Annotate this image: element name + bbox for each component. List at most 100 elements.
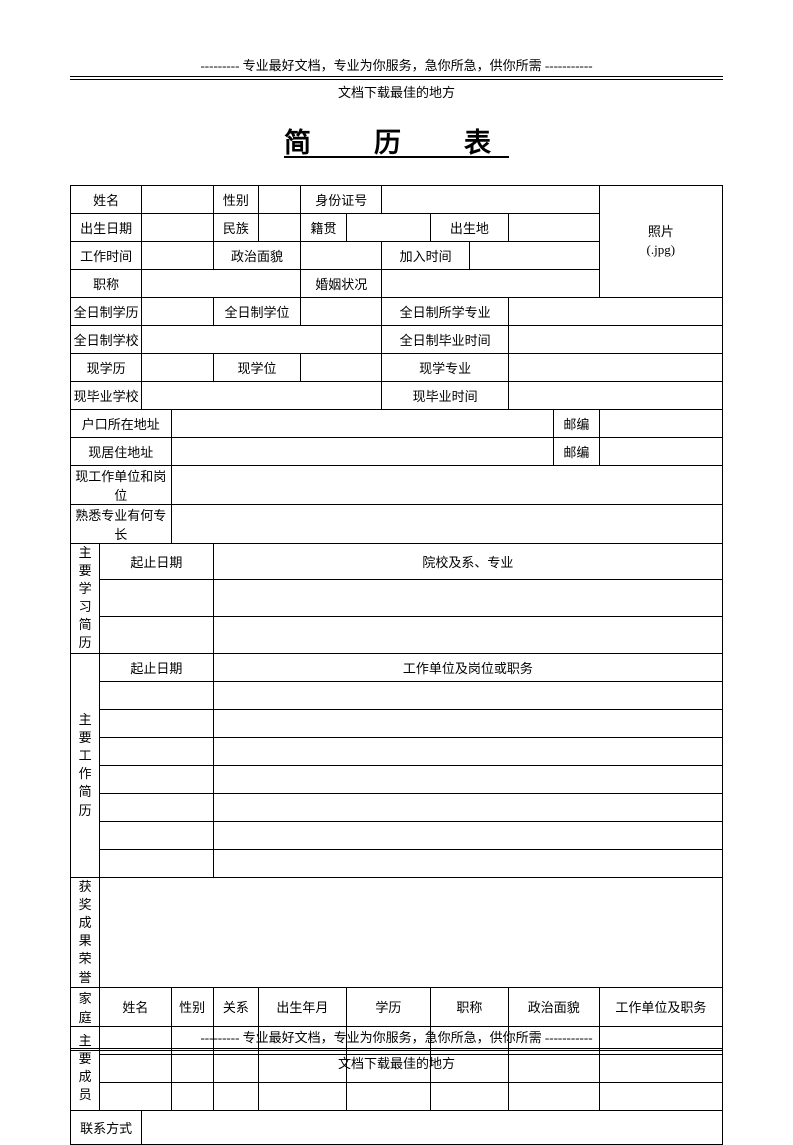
footer-subline: 文档下载最佳的地方 [70, 1053, 723, 1072]
page-title: 简 历 表 [70, 121, 723, 160]
resume-table: 姓名 性别 身份证号 照片 (.jpg) 出生日期 民族 籍贯 出生地 工作时间… [70, 185, 723, 1145]
value-worktime [142, 241, 213, 269]
value-idno [382, 185, 599, 213]
label-native: 籍贯 [301, 213, 346, 241]
table-row [71, 681, 723, 709]
value-contact [142, 1110, 723, 1144]
table-row: 家庭 姓名 性别 关系 出生年月 学历 职称 政治面貌 工作单位及职务 [71, 987, 723, 1026]
value-gender [259, 185, 301, 213]
table-row: 全日制学校 全日制毕业时间 [71, 325, 723, 353]
label-fam-edu: 学历 [346, 987, 430, 1026]
value-title-rank [142, 269, 301, 297]
table-row: 联系方式 [71, 1110, 723, 1144]
value-hukou [171, 409, 554, 437]
label-work-hist: 主要工作简历 [71, 653, 100, 877]
label-title-rank: 职称 [71, 269, 142, 297]
header-tagline: --------- 专业最好文档，专业为你服务，急你所急，供你所需 ------… [70, 55, 723, 74]
value-postcode-1 [599, 409, 722, 437]
label-ft-school: 全日制学校 [71, 325, 142, 353]
table-row [71, 793, 723, 821]
value-native [346, 213, 430, 241]
value-cur-school [142, 381, 382, 409]
label-fam-work: 工作单位及职务 [599, 987, 722, 1026]
label-ft-edu: 全日制学历 [71, 297, 142, 325]
value-ethnic [259, 213, 301, 241]
table-row: 主要工作简历 起止日期 工作单位及岗位或职务 [71, 653, 723, 681]
header-subline: 文档下载最佳的地方 [70, 82, 723, 101]
label-edu-hist: 主要学习简历 [71, 543, 100, 653]
label-cur-edu: 现学历 [71, 353, 142, 381]
label-jointime: 加入时间 [382, 241, 470, 269]
label-period-work: 起止日期 [100, 653, 214, 681]
label-cur-major: 现学专业 [382, 353, 509, 381]
footer-rule-thin [70, 1050, 723, 1051]
value-cur-gradtime [508, 381, 722, 409]
table-row: 现毕业学校 现毕业时间 [71, 381, 723, 409]
value-ft-school [142, 325, 382, 353]
label-fam-gender: 性别 [171, 987, 213, 1026]
label-company-pos: 工作单位及岗位或职务 [213, 653, 722, 681]
table-row [71, 737, 723, 765]
label-fam-birth: 出生年月 [259, 987, 347, 1026]
value-birthdate [142, 213, 213, 241]
value-cur-edu [142, 353, 213, 381]
table-row: 熟悉专业有何专长 [71, 504, 723, 543]
page-footer: --------- 专业最好文档，专业为你服务，急你所急，供你所需 ------… [70, 1027, 723, 1073]
table-row [71, 709, 723, 737]
photo-label: 照片 [648, 224, 674, 239]
label-ethnic: 民族 [213, 213, 258, 241]
label-worktime: 工作时间 [71, 241, 142, 269]
label-cur-degree: 现学位 [213, 353, 301, 381]
table-row [71, 1082, 723, 1110]
label-gender: 性别 [213, 185, 258, 213]
label-fam-name: 姓名 [100, 987, 171, 1026]
label-family: 家庭 [71, 987, 100, 1026]
table-row: 获奖成果荣誉 [71, 877, 723, 987]
value-politics [301, 241, 382, 269]
label-awards: 获奖成果荣誉 [71, 877, 100, 987]
label-postcode-2: 邮编 [554, 437, 599, 465]
header-rule-thick [70, 76, 723, 77]
value-ft-gradtime [508, 325, 722, 353]
label-ft-major: 全日制所学专业 [382, 297, 509, 325]
value-name [142, 185, 213, 213]
label-fam-politics: 政治面貌 [508, 987, 599, 1026]
value-jointime [469, 241, 599, 269]
value-cur-degree [301, 353, 382, 381]
label-specialty: 熟悉专业有何专长 [71, 504, 172, 543]
label-contact: 联系方式 [71, 1110, 142, 1144]
footer-rule-thick [70, 1048, 723, 1049]
value-birthplace [508, 213, 599, 241]
value-postcode-2 [599, 437, 722, 465]
value-workunit [171, 465, 722, 504]
label-birthplace: 出生地 [430, 213, 508, 241]
value-cur-major [508, 353, 722, 381]
value-ft-degree [301, 297, 382, 325]
label-period-edu: 起止日期 [100, 543, 214, 580]
table-row: 主要学习简历 起止日期 院校及系、专业 [71, 543, 723, 580]
label-ft-degree: 全日制学位 [213, 297, 301, 325]
table-row: 现居住地址 邮编 [71, 437, 723, 465]
label-cur-school: 现毕业学校 [71, 381, 142, 409]
table-row [71, 616, 723, 653]
label-postcode-1: 邮编 [554, 409, 599, 437]
label-name: 姓名 [71, 185, 142, 213]
page-header: --------- 专业最好文档，专业为你服务，急你所急，供你所需 ------… [70, 55, 723, 101]
table-row [71, 821, 723, 849]
label-birthdate: 出生日期 [71, 213, 142, 241]
label-marital: 婚姻状况 [301, 269, 382, 297]
label-cur-gradtime: 现毕业时间 [382, 381, 509, 409]
table-row [71, 765, 723, 793]
table-row: 户口所在地址 邮编 [71, 409, 723, 437]
table-row: 全日制学历 全日制学位 全日制所学专业 [71, 297, 723, 325]
label-school-major: 院校及系、专业 [213, 543, 722, 580]
value-marital [382, 269, 599, 297]
value-ft-major [508, 297, 722, 325]
table-row: 现学历 现学位 现学专业 [71, 353, 723, 381]
label-fam-title: 职称 [430, 987, 508, 1026]
label-relation: 关系 [213, 987, 258, 1026]
value-specialty [171, 504, 722, 543]
value-ft-edu [142, 297, 213, 325]
table-row: 现工作单位和岗位 [71, 465, 723, 504]
label-ft-gradtime: 全日制毕业时间 [382, 325, 509, 353]
